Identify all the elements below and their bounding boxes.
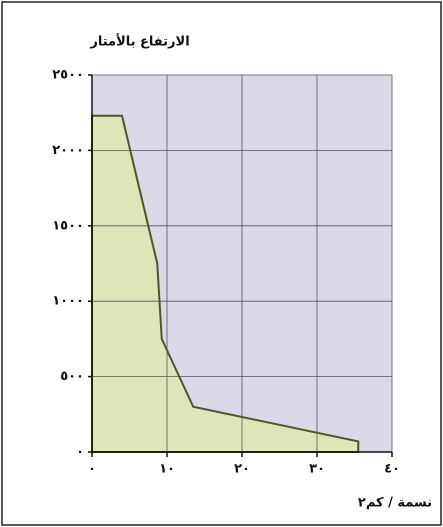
y-tick-label: ٥٠٠ xyxy=(60,369,84,384)
y-tick-label: ١٥٠٠ xyxy=(52,218,84,233)
y-tick-label: ١٠٠٠ xyxy=(52,294,84,309)
x-tick-label: ٢٠ xyxy=(234,462,250,477)
x-tick-label: ٤٠ xyxy=(384,462,400,477)
area xyxy=(91,114,360,453)
y-tick-label: ٢٠٠٠ xyxy=(52,143,84,158)
x-tick-label: ١٠ xyxy=(159,462,175,477)
x-axis-label: نسمة / كم٢ xyxy=(358,496,432,511)
y-axis-label: الارتفاع بالأمتار xyxy=(89,33,189,50)
x-tick-label: ٣٠ xyxy=(309,462,325,477)
y-tick-label: ٢٥٠٠ xyxy=(52,68,84,83)
x-tick-label: ٠ xyxy=(88,462,96,477)
y-tick-label: ٠ xyxy=(76,445,84,460)
